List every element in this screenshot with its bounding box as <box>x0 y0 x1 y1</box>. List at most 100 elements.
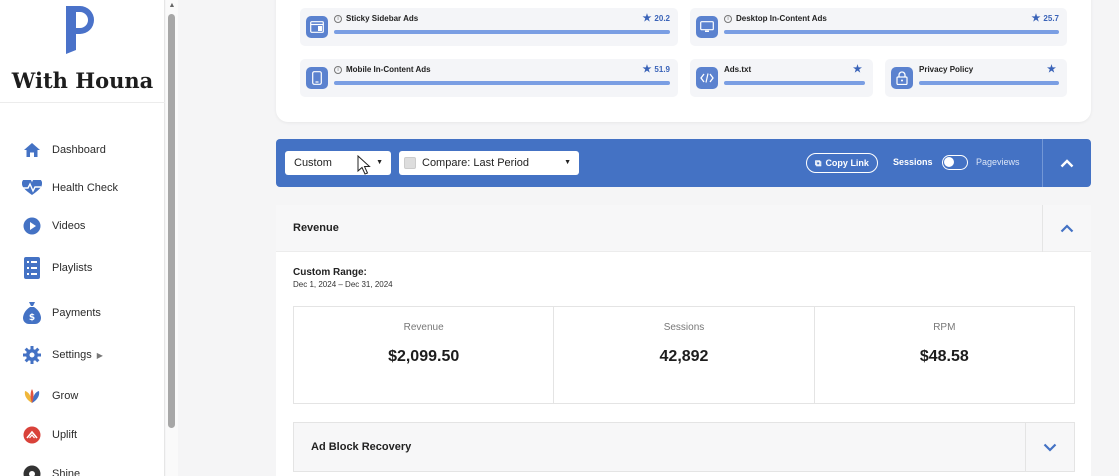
toggle-knob <box>944 157 954 167</box>
ad-item-privacy-policy[interactable]: Privacy Policy ★ <box>885 59 1067 97</box>
chevron-up-icon <box>1060 224 1074 233</box>
revenue-panel-header[interactable]: Revenue <box>276 205 1091 252</box>
compare-value: Compare: Last Period <box>422 157 529 169</box>
ad-item-name: Mobile In-Content Ads <box>346 65 431 74</box>
ad-block-recovery-panel[interactable]: Ad Block Recovery <box>293 422 1075 472</box>
mouse-cursor-icon <box>357 155 371 175</box>
shine-icon <box>22 464 42 476</box>
chevron-up-icon <box>1060 158 1074 167</box>
metric-sessions: Sessions 42,892 <box>554 307 815 403</box>
ad-item-mobile-in-content[interactable]: i Mobile In-Content Ads ★ 51.9 <box>300 59 678 97</box>
metric-value: 42,892 <box>659 348 709 365</box>
heartbeat-icon <box>22 178 42 198</box>
ad-item-score: 51.9 <box>654 65 670 74</box>
panel-title: Revenue <box>293 222 339 234</box>
sidebar-item-playlists[interactable]: Playlists <box>22 256 92 280</box>
chevron-down-icon <box>1043 443 1057 452</box>
brand-logo-icon[interactable] <box>62 6 98 54</box>
sidebar-item-label: Uplift <box>52 429 78 441</box>
sidebar-item-label: Health Check <box>52 182 119 194</box>
sidebar-item-settings[interactable]: Settings ▶ <box>22 343 103 367</box>
range-label: Custom Range: <box>293 267 367 278</box>
range-value: Dec 1, 2024 – Dec 31, 2024 <box>293 280 393 289</box>
sidebar-item-label: Playlists <box>52 262 93 274</box>
star-icon: ★ <box>642 64 652 75</box>
metric-rpm: RPM $48.58 <box>815 307 1074 403</box>
compare-color-swatch <box>404 157 416 169</box>
ad-progress-bar <box>919 81 1059 85</box>
dropdown-arrow-icon: ▼ <box>376 159 383 166</box>
money-bag-icon: $ <box>22 302 42 324</box>
playlist-icon <box>22 257 42 279</box>
grow-icon <box>22 386 42 406</box>
lock-icon <box>891 67 913 89</box>
code-icon <box>696 67 718 89</box>
scroll-up-arrow-icon[interactable]: ▲ <box>168 2 176 9</box>
ad-progress-bar <box>334 30 670 34</box>
sidebar-item-label: Videos <box>52 220 86 232</box>
ad-item-name: Privacy Policy <box>919 65 974 74</box>
metrics-row: Revenue $2,099.50 Sessions 42,892 RPM $4… <box>293 306 1075 404</box>
date-range-value: Custom <box>294 157 332 169</box>
play-icon <box>22 216 42 236</box>
svg-text:$: $ <box>29 313 35 323</box>
sidebar-item-payments[interactable]: $ Payments <box>22 301 101 325</box>
brand-name: With Houna <box>11 68 154 93</box>
filter-bar: Custom ▼ Compare: Last Period ▼ ⧉ Copy L… <box>276 139 1091 187</box>
ad-item-desktop-in-content[interactable]: i Desktop In-Content Ads ★ 25.7 <box>690 8 1067 46</box>
sidebar-layout-icon <box>306 16 328 38</box>
metric-label: RPM <box>933 322 956 333</box>
ad-item-name: Ads.txt <box>724 65 752 74</box>
sidebar-item-shine[interactable]: Shine <box>22 462 80 476</box>
sidebar-item-label: Dashboard <box>52 144 106 156</box>
metric-label: Sessions <box>663 322 705 333</box>
scrollbar-thumb[interactable] <box>168 14 175 428</box>
sidebar-item-label: Grow <box>52 390 79 402</box>
date-range-select[interactable]: Custom ▼ <box>285 151 391 175</box>
mobile-icon <box>306 67 328 89</box>
copy-link-label: Copy Link <box>825 158 869 168</box>
sessions-label[interactable]: Sessions <box>893 157 933 167</box>
metric-value: $48.58 <box>919 348 969 365</box>
ad-progress-bar <box>334 81 670 85</box>
revenue-collapse-button[interactable] <box>1042 205 1091 252</box>
subpanel-title: Ad Block Recovery <box>311 441 412 453</box>
ad-item-score: 20.2 <box>654 14 670 23</box>
ad-item-ads-txt[interactable]: Ads.txt ★ <box>690 59 873 97</box>
compare-select[interactable]: Compare: Last Period ▼ <box>399 151 579 175</box>
sidebar-item-grow[interactable]: Grow <box>22 384 78 408</box>
star-icon: ★ <box>1047 64 1056 75</box>
info-icon[interactable]: i <box>334 14 342 23</box>
metric-revenue: Revenue $2,099.50 <box>294 307 555 403</box>
info-icon[interactable]: i <box>724 14 732 23</box>
sidebar-item-health-check[interactable]: Health Check <box>22 176 118 200</box>
copy-link-button[interactable]: ⧉ Copy Link <box>806 153 878 173</box>
star-icon: ★ <box>642 13 652 24</box>
pageviews-label[interactable]: Pageviews <box>976 157 1020 167</box>
ad-item-score: 25.7 <box>1043 14 1059 23</box>
filter-collapse-button[interactable] <box>1042 139 1091 187</box>
sidebar-item-videos[interactable]: Videos <box>22 214 85 238</box>
uplift-icon <box>22 425 42 445</box>
sidebar-item-label: Shine <box>52 468 81 476</box>
home-icon <box>22 140 42 160</box>
ad-progress-bar <box>724 30 1059 34</box>
sidebar-item-dashboard[interactable]: Dashboard <box>22 138 106 162</box>
ad-item-name: Sticky Sidebar Ads <box>346 14 419 23</box>
gear-icon <box>22 345 42 365</box>
ad-block-expand-button[interactable] <box>1025 423 1074 471</box>
sidebar-item-label: Settings <box>52 349 92 361</box>
copy-icon: ⧉ <box>815 157 822 168</box>
ad-item-name: Desktop In-Content Ads <box>736 14 827 23</box>
divider <box>0 102 165 103</box>
ad-item-sticky-sidebar[interactable]: i Sticky Sidebar Ads ★ 20.2 <box>300 8 678 46</box>
revenue-panel: Revenue Custom Range: Dec 1, 2024 – Dec … <box>276 205 1091 476</box>
sidebar-item-uplift[interactable]: Uplift <box>22 423 77 447</box>
ad-progress-bar <box>724 81 865 85</box>
sessions-pageviews-toggle[interactable] <box>942 155 968 170</box>
monitor-icon <box>696 16 718 38</box>
info-icon[interactable]: i <box>334 65 342 74</box>
sidebar: With Houna Dashboard Health Check Videos… <box>0 0 165 476</box>
metric-label: Revenue <box>403 322 444 333</box>
ad-setup-card: i Sticky Sidebar Ads ★ 20.2 i Desktop In-Co… <box>276 0 1091 122</box>
